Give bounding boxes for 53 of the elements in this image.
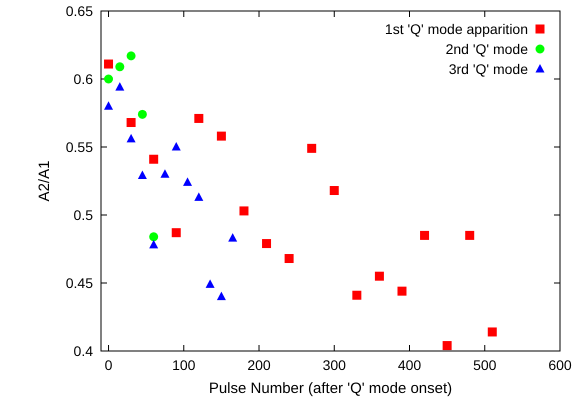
y-tick-label: 0.65 bbox=[66, 3, 94, 19]
y-axis-title: A2/A1 bbox=[36, 160, 53, 202]
legend-label: 1st 'Q' mode apparition bbox=[384, 21, 528, 37]
point bbox=[115, 82, 124, 91]
y-tick-label: 0.45 bbox=[66, 275, 94, 291]
point bbox=[194, 114, 204, 123]
point bbox=[138, 170, 147, 180]
point bbox=[126, 51, 136, 60]
point bbox=[126, 118, 136, 128]
point bbox=[239, 206, 248, 216]
point bbox=[374, 272, 384, 281]
point bbox=[397, 286, 406, 296]
x-tick-label: 200 bbox=[247, 357, 271, 373]
x-tick-label: 300 bbox=[322, 357, 346, 373]
x-tick-label: 400 bbox=[398, 357, 422, 373]
point bbox=[126, 134, 136, 142]
point bbox=[262, 239, 272, 248]
x-tick-label: 0 bbox=[104, 357, 113, 373]
x-axis-title: Pulse Number (after 'Q' mode onset) bbox=[208, 380, 452, 397]
point bbox=[465, 230, 474, 240]
point bbox=[149, 154, 158, 164]
point bbox=[138, 110, 147, 119]
legend-label: 3rd 'Q' mode bbox=[448, 61, 528, 77]
point bbox=[488, 327, 497, 336]
point bbox=[194, 192, 204, 201]
point bbox=[104, 60, 114, 69]
point bbox=[330, 186, 339, 196]
point bbox=[172, 142, 181, 150]
point bbox=[216, 132, 226, 141]
point bbox=[115, 62, 124, 72]
point bbox=[104, 74, 114, 84]
x-tick-label: 100 bbox=[172, 357, 196, 373]
legend-label: 2nd 'Q' mode bbox=[446, 41, 528, 57]
point bbox=[149, 232, 158, 242]
point bbox=[149, 240, 158, 248]
point bbox=[284, 254, 294, 264]
y-tick-label: 0.6 bbox=[74, 71, 94, 87]
point bbox=[183, 177, 192, 186]
x-tick-label: 600 bbox=[548, 357, 572, 373]
point bbox=[442, 341, 452, 350]
point bbox=[160, 169, 170, 178]
point bbox=[104, 101, 114, 110]
point bbox=[352, 290, 362, 300]
point bbox=[307, 144, 316, 153]
x-tick-label: 500 bbox=[473, 357, 497, 373]
point bbox=[228, 233, 238, 242]
y-tick-label: 0.4 bbox=[74, 343, 94, 359]
point bbox=[172, 228, 181, 238]
point bbox=[216, 292, 226, 300]
point bbox=[420, 230, 430, 240]
y-tick-label: 0.55 bbox=[66, 139, 94, 155]
point bbox=[206, 279, 215, 288]
y-tick-label: 0.5 bbox=[74, 207, 94, 223]
